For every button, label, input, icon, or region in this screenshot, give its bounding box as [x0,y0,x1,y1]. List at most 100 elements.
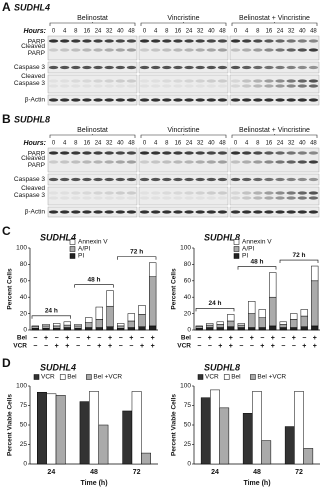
group-label: Belinostat + Vincristine [239,127,310,134]
hour-label: 16 [266,29,273,35]
bracket [231,134,318,138]
legend-label: Annexin V [78,239,108,246]
row-label: Cleaved [21,185,45,192]
hour-label: 32 [288,29,295,35]
group-label: 48 h [87,276,100,283]
hour-label: 4 [245,141,249,147]
blot-band [308,98,319,102]
blot-band [115,48,125,52]
panel-letter: C [2,224,11,238]
blot-band [60,39,70,43]
blot-band [297,160,307,164]
bar-segment [269,325,277,331]
blot-band [253,151,263,155]
bar-segment [311,280,319,327]
chart-title: SUDHL4 [40,232,76,242]
blot-band [308,191,319,195]
blot-band [297,196,307,200]
bar-segment [127,320,135,328]
y-tick-label: 80 [20,261,28,268]
condition-sign: − [197,343,201,350]
blot-band [184,98,194,102]
blot-band [151,65,161,70]
condition-sign: − [44,343,48,350]
bar [210,389,220,465]
blot-band [264,191,274,195]
group-bracket [74,284,114,288]
blot-band [308,39,319,43]
condition-sign: − [208,343,212,350]
hour-label: 16 [266,141,273,147]
y-tick-label: 100 [180,383,191,390]
blot-band [126,210,137,214]
blot-band [173,191,183,195]
hour-label: 32 [197,141,204,147]
blot-band [162,196,172,200]
blot-band [82,210,92,214]
blot-band [126,98,137,102]
group-bracket [195,308,235,312]
blot-band [217,151,228,155]
blot-band [71,98,81,102]
blot-band [195,191,205,195]
group-label: 24 h [208,300,221,307]
blot-band [60,65,70,70]
group-bracket [117,256,157,260]
condition-sign: − [97,335,101,342]
blot-band [82,84,92,88]
blot-band [139,191,150,195]
bar [284,426,295,465]
bar-segment [53,323,61,327]
y-tick-label: 20 [184,310,192,317]
blot-band [115,196,125,200]
condition-label: Bel [17,335,27,342]
blot-band [242,79,252,83]
group-bracket [279,259,319,264]
blot-band [275,196,285,200]
blot-band [139,84,150,88]
blot-band [184,191,194,195]
bar [37,391,47,465]
condition-sign: − [197,335,201,342]
blot-band [286,98,296,102]
condition-sign: + [229,343,233,350]
y-tick-label: 40 [184,294,192,301]
blot-band [139,177,150,182]
bar [131,391,142,465]
blot-band [126,65,137,70]
condition-sign: − [239,343,243,350]
bar-segment [237,323,245,326]
blot-band [308,196,319,200]
legend-swatch [223,374,230,380]
bar [294,391,304,465]
legend-swatch [86,374,92,380]
blot-band [93,196,103,200]
blot-title: SUDHL8 [14,114,50,124]
blot-strip [47,173,138,186]
blot-band [162,79,172,83]
blot-band [184,84,194,88]
row-label: β-Actin [25,209,46,216]
blot-band [48,79,59,83]
blot-band [264,39,274,43]
blot-band [71,177,81,182]
hour-label: 4 [154,141,158,147]
hour-label: 40 [299,29,306,35]
blot-band [60,79,70,83]
blot-band [104,39,114,43]
bracket [49,22,136,26]
blot-band [93,79,103,83]
bar-segment [227,326,235,331]
blot-band [297,48,307,52]
blot-band [126,39,137,43]
bar-segment [258,309,266,318]
condition-sign: − [55,335,59,342]
blot-band [275,210,285,214]
bar-segment [95,327,103,331]
blot-band [139,151,150,155]
blot-band [217,84,228,88]
blot-band [126,160,137,164]
blot-band [206,191,216,195]
bar-segment [269,272,277,298]
blot-band [286,210,296,214]
